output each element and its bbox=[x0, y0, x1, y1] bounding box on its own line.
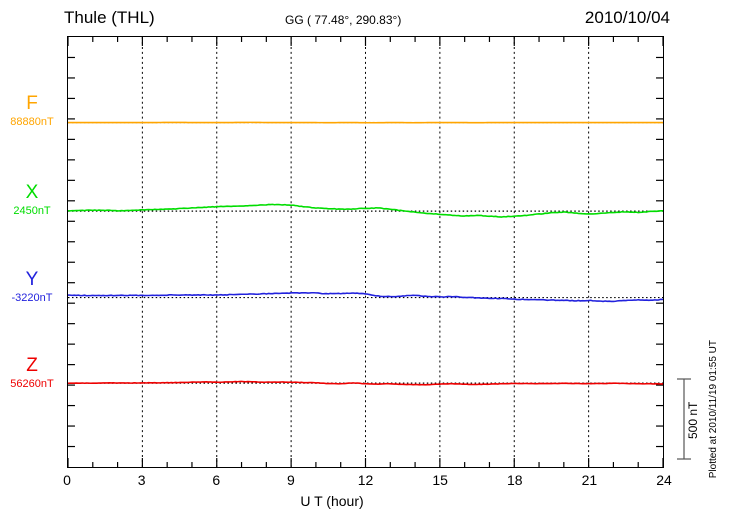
component-value-f: 88880nT bbox=[10, 115, 54, 128]
x-tick-label-0: 0 bbox=[63, 472, 71, 488]
component-letter-x: X bbox=[25, 181, 39, 203]
x-tick-label-18: 18 bbox=[506, 472, 523, 488]
component-label-x: X 2450nT bbox=[0, 183, 64, 218]
plot-timestamp: Plotted at 2010/11/19 01:55 UT bbox=[708, 340, 719, 479]
x-tick-label-15: 15 bbox=[432, 472, 448, 488]
scale-bar bbox=[676, 378, 692, 460]
x-tick-label-9: 9 bbox=[286, 472, 295, 488]
x-tick-label-6: 6 bbox=[212, 472, 221, 488]
component-letter-z: Z bbox=[26, 354, 38, 376]
geographic-coordinates: GG ( 77.48°, 290.83°) bbox=[285, 13, 402, 27]
component-value-x: 2450nT bbox=[13, 204, 51, 217]
magnetogram-plot-area bbox=[67, 36, 664, 468]
component-value-z: 56260nT bbox=[10, 377, 54, 390]
component-label-z: Z 56260nT bbox=[0, 356, 64, 391]
component-letter-y: Y bbox=[25, 268, 39, 290]
magnetogram-canvas bbox=[68, 37, 663, 467]
station-title: Thule (THL) bbox=[64, 8, 155, 27]
x-axis-title: U T (hour) bbox=[300, 493, 364, 509]
observation-date: 2010/10/04 bbox=[584, 8, 670, 27]
component-value-y: -3220nT bbox=[11, 291, 53, 304]
component-label-y: Y -3220nT bbox=[0, 270, 64, 305]
component-label-f: F 88880nT bbox=[0, 94, 64, 129]
component-letter-f: F bbox=[26, 92, 38, 114]
x-tick-label-3: 3 bbox=[137, 472, 146, 488]
x-tick-label-12: 12 bbox=[357, 472, 374, 488]
x-tick-label-24: 24 bbox=[656, 472, 672, 488]
x-tick-label-21: 21 bbox=[581, 472, 598, 488]
scale-bar-label: 500 nT bbox=[686, 401, 700, 439]
